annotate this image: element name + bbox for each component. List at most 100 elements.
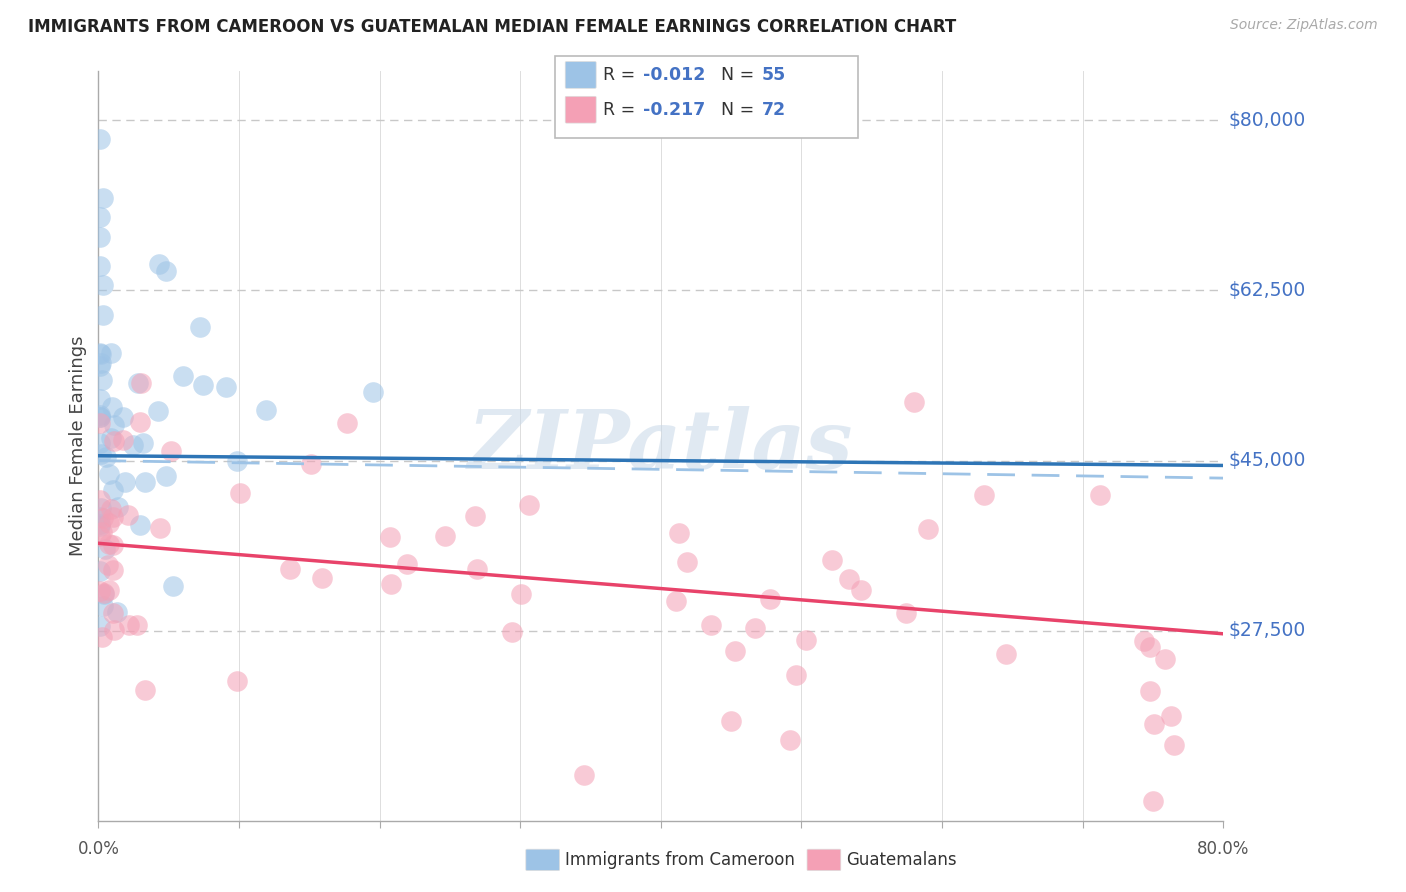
Point bbox=[821, 553, 844, 567]
Point bbox=[228, 486, 250, 500]
Point bbox=[96, 450, 118, 464]
Point bbox=[103, 434, 125, 449]
Point bbox=[134, 475, 156, 489]
Point bbox=[98, 536, 121, 550]
Point bbox=[1142, 794, 1164, 808]
Point bbox=[434, 528, 457, 542]
Point bbox=[128, 517, 150, 532]
Point bbox=[665, 594, 688, 608]
Point bbox=[510, 586, 533, 600]
Point bbox=[720, 714, 742, 728]
Point bbox=[121, 438, 143, 452]
Point bbox=[190, 320, 212, 334]
Point bbox=[395, 557, 418, 571]
Point bbox=[668, 526, 690, 541]
Y-axis label: Median Female Earnings: Median Female Earnings bbox=[69, 335, 87, 557]
Point bbox=[89, 346, 111, 360]
Point bbox=[91, 308, 114, 322]
Point bbox=[89, 392, 111, 406]
Point bbox=[1133, 634, 1156, 648]
Point bbox=[155, 469, 177, 483]
Point bbox=[759, 592, 782, 607]
Point bbox=[103, 418, 125, 433]
Point bbox=[91, 599, 114, 613]
Point bbox=[464, 508, 486, 523]
Text: $80,000: $80,000 bbox=[1229, 111, 1306, 129]
Text: -0.217: -0.217 bbox=[643, 101, 704, 119]
Point bbox=[103, 606, 125, 620]
Text: 72: 72 bbox=[762, 101, 786, 119]
Point bbox=[134, 683, 156, 698]
Point bbox=[148, 404, 170, 418]
Point bbox=[917, 522, 939, 536]
Point bbox=[225, 674, 247, 689]
Point bbox=[225, 454, 247, 468]
Point bbox=[127, 376, 149, 391]
Point bbox=[118, 618, 141, 632]
Text: ZIPatlas: ZIPatlas bbox=[468, 406, 853, 486]
Point bbox=[973, 488, 995, 502]
Text: Guatemalans: Guatemalans bbox=[846, 851, 957, 869]
Point bbox=[160, 444, 183, 458]
Point bbox=[100, 346, 122, 360]
Point bbox=[112, 410, 135, 425]
Point bbox=[89, 132, 111, 146]
Point bbox=[172, 368, 194, 383]
Point bbox=[148, 257, 170, 271]
Point bbox=[114, 475, 136, 490]
Text: 0.0%: 0.0% bbox=[77, 840, 120, 858]
Point bbox=[89, 259, 111, 273]
Point bbox=[89, 436, 111, 450]
Point bbox=[129, 415, 152, 429]
Text: Immigrants from Cameroon: Immigrants from Cameroon bbox=[565, 851, 794, 869]
Point bbox=[894, 606, 917, 620]
Point bbox=[105, 605, 128, 619]
Point bbox=[517, 498, 540, 512]
Point bbox=[91, 191, 114, 205]
Point bbox=[117, 508, 139, 523]
Point bbox=[1163, 738, 1185, 752]
Point bbox=[280, 562, 302, 576]
Text: R =: R = bbox=[603, 66, 641, 84]
Point bbox=[89, 359, 111, 373]
Text: -0.012: -0.012 bbox=[643, 66, 704, 84]
Point bbox=[89, 211, 111, 225]
Point bbox=[90, 356, 112, 370]
Text: N =: N = bbox=[721, 66, 761, 84]
Point bbox=[311, 571, 333, 585]
Point bbox=[94, 541, 117, 556]
Point bbox=[89, 509, 111, 524]
Point bbox=[100, 501, 122, 516]
Point bbox=[97, 516, 120, 530]
Point bbox=[91, 373, 114, 387]
Point bbox=[111, 434, 134, 448]
Point bbox=[101, 563, 124, 577]
Point bbox=[97, 558, 120, 572]
Point bbox=[380, 576, 402, 591]
Text: N =: N = bbox=[721, 101, 761, 119]
Point bbox=[676, 555, 699, 569]
Point bbox=[103, 623, 125, 637]
Point bbox=[131, 376, 153, 390]
Point bbox=[903, 395, 925, 409]
Point bbox=[101, 509, 124, 524]
Point bbox=[162, 579, 184, 593]
Point bbox=[89, 409, 111, 424]
Point bbox=[191, 377, 214, 392]
Point bbox=[101, 400, 124, 414]
Point bbox=[744, 621, 766, 635]
Point bbox=[97, 467, 120, 481]
Text: Source: ZipAtlas.com: Source: ZipAtlas.com bbox=[1230, 18, 1378, 32]
Point bbox=[90, 501, 112, 516]
Point bbox=[97, 583, 120, 598]
Point bbox=[501, 624, 523, 639]
Point bbox=[91, 524, 114, 539]
Point bbox=[101, 538, 124, 552]
Point bbox=[89, 417, 111, 431]
Point bbox=[1139, 640, 1161, 654]
Point bbox=[101, 483, 124, 498]
Point bbox=[1160, 708, 1182, 723]
Point bbox=[89, 409, 111, 424]
Point bbox=[132, 436, 155, 450]
Point bbox=[107, 500, 129, 514]
